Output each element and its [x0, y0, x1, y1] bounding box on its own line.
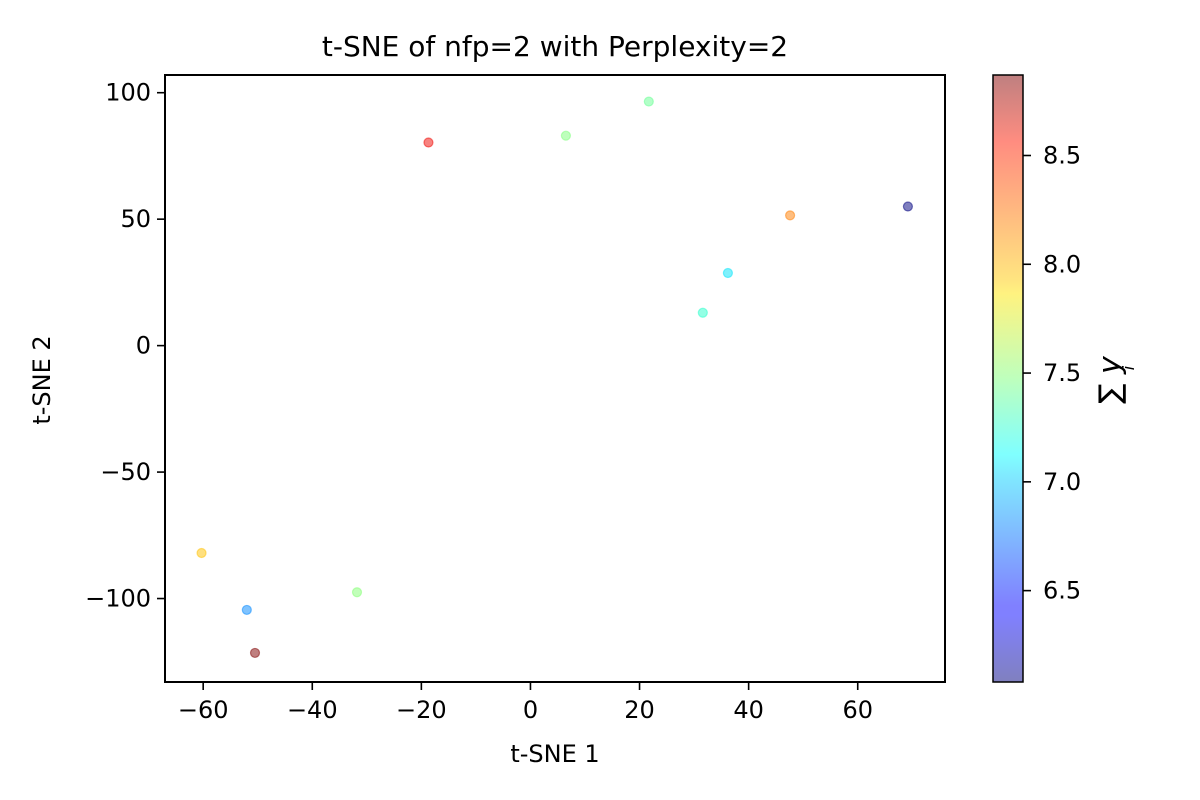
scatter-point — [423, 137, 434, 148]
scatter-point — [784, 210, 796, 221]
colorbar-label-main: ∑ y — [1093, 355, 1128, 404]
y-tick-label: 100 — [105, 79, 151, 107]
colorbar-tick-label: 7.0 — [1043, 468, 1081, 496]
colorbar-tick-label: 6.5 — [1043, 577, 1081, 605]
x-tick-label: −60 — [178, 696, 229, 724]
colorbar-tick-label: 8.0 — [1043, 250, 1081, 278]
plot-frame — [164, 74, 946, 683]
chart-title: t-SNE of nfp=2 with Perplexity=2 — [322, 30, 788, 63]
colorbar-tick-label: 7.5 — [1043, 359, 1081, 387]
plot-area — [164, 74, 946, 683]
colorbar-frame — [992, 74, 1024, 683]
scatter-point — [722, 267, 734, 279]
colorbar: 6.5 7.0 7.5 8.0 8.5 ∑ y i — [992, 74, 1138, 683]
scatter-point — [697, 307, 708, 318]
x-axis-label: t-SNE 1 — [510, 740, 599, 768]
colorbar-label: ∑ y i — [1093, 355, 1138, 404]
y-tick-label: 0 — [136, 332, 151, 360]
colorbar-ticks: 6.5 7.0 7.5 8.0 8.5 — [1023, 141, 1081, 605]
scatter-point — [249, 647, 261, 659]
x-tick-label: 0 — [523, 696, 538, 724]
x-tick-label: 40 — [733, 696, 764, 724]
y-tick-label: −50 — [100, 458, 151, 486]
colorbar-gradient — [993, 75, 1023, 682]
x-tick-label: −20 — [396, 696, 447, 724]
y-tick-label: −100 — [85, 585, 151, 613]
scatter-point — [351, 587, 363, 598]
y-axis-label: t-SNE 2 — [28, 335, 56, 424]
y-tick-label: 50 — [120, 205, 151, 233]
y-axis-ticks: −100 −50 0 50 100 — [85, 79, 165, 613]
scatter-point — [241, 604, 252, 616]
colorbar-tick-label: 8.5 — [1043, 141, 1081, 169]
scatter-point — [196, 547, 207, 559]
x-tick-label: −40 — [287, 696, 338, 724]
colorbar-label-subscript: i — [1119, 365, 1138, 370]
scatter-points — [196, 96, 914, 659]
scatter-point — [560, 130, 572, 141]
scatter-point — [643, 96, 654, 107]
x-tick-label: 60 — [842, 696, 873, 724]
x-tick-label: 20 — [624, 696, 655, 724]
scatter-point — [902, 201, 914, 212]
x-axis-ticks: −60 −40 −20 0 20 40 60 — [178, 682, 873, 724]
